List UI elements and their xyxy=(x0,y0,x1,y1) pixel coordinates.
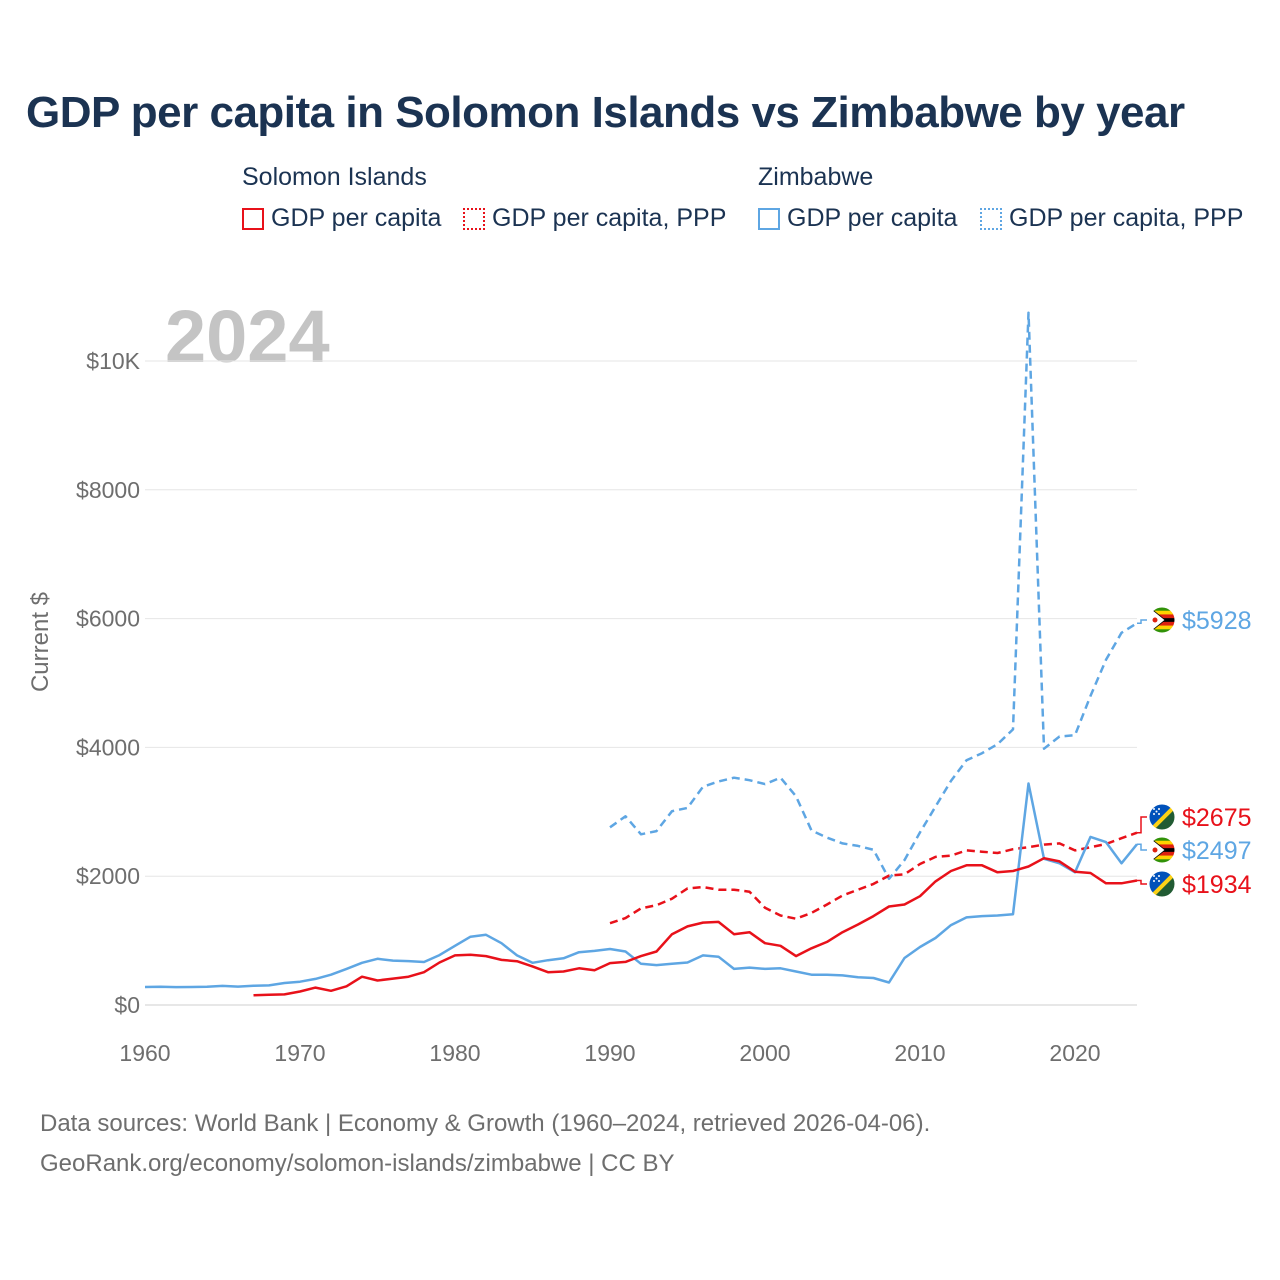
x-tick-label: 2000 xyxy=(739,1040,790,1066)
series-line-3 xyxy=(144,782,1138,989)
series-line-2 xyxy=(609,831,1138,925)
x-tick-label: 1980 xyxy=(429,1040,480,1066)
x-tick-label: 1960 xyxy=(119,1040,170,1066)
end-connector xyxy=(1137,816,1147,834)
end-connector xyxy=(1137,619,1147,624)
legend-group-solomon-islands: Solomon Islands xyxy=(242,163,427,191)
legend-item-zimbabwe-gdp-ppp[interactable]: GDP per capita, PPP xyxy=(980,204,1243,233)
flag-solomon-islands-icon xyxy=(1148,803,1176,831)
year-watermark: 2024 xyxy=(165,295,330,378)
source-line-2[interactable]: GeoRank.org/economy/solomon-islands/zimb… xyxy=(40,1150,675,1177)
series-end-label: $5928 xyxy=(1182,607,1252,635)
series-end-label: $2675 xyxy=(1182,804,1252,832)
y-tick-label: $6000 xyxy=(76,606,140,632)
series-line-4 xyxy=(253,856,1138,997)
series-line-1 xyxy=(609,311,1138,881)
x-tick-label: 2020 xyxy=(1049,1040,1100,1066)
legend-swatch-solid xyxy=(242,207,264,230)
y-tick-label: $2000 xyxy=(76,863,140,889)
source-line-1: Data sources: World Bank | Economy & Gro… xyxy=(40,1110,931,1137)
series-end-label: $2497 xyxy=(1182,837,1252,865)
end-connector xyxy=(1137,879,1147,885)
legend-label: GDP per capita, PPP xyxy=(1009,204,1244,232)
legend-item-zimbabwe-gdp[interactable]: GDP per capita xyxy=(758,204,957,233)
x-tick-label: 1970 xyxy=(274,1040,325,1066)
flag-zimbabwe-icon xyxy=(1148,836,1176,864)
legend-item-solomon-gdp-ppp[interactable]: GDP per capita, PPP xyxy=(463,204,726,233)
y-tick-label: $0 xyxy=(114,992,140,1018)
end-connector xyxy=(1137,843,1147,851)
chart-title: GDP per capita in Solomon Islands vs Zim… xyxy=(26,88,1185,137)
x-tick-label: 1990 xyxy=(584,1040,635,1066)
legend-swatch-solid xyxy=(758,207,780,230)
x-tick-label: 2010 xyxy=(894,1040,945,1066)
legend-item-solomon-gdp[interactable]: GDP per capita xyxy=(242,204,441,233)
legend-label: GDP per capita xyxy=(787,204,958,232)
y-tick-label: $8000 xyxy=(76,477,140,503)
legend-group-zimbabwe: Zimbabwe xyxy=(758,163,874,191)
legend-label: GDP per capita, PPP xyxy=(492,204,727,232)
flag-solomon-islands-icon xyxy=(1148,870,1176,898)
y-tick-label: $4000 xyxy=(76,734,140,760)
legend-swatch-dotted xyxy=(980,207,1002,230)
legend-label: GDP per capita xyxy=(271,204,442,232)
legend-swatch-dotted xyxy=(463,207,485,230)
flag-zimbabwe-icon xyxy=(1148,606,1176,634)
y-tick-label: $10K xyxy=(86,348,140,374)
series-end-label: $1934 xyxy=(1182,871,1252,899)
